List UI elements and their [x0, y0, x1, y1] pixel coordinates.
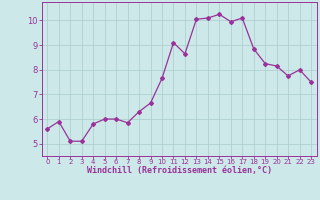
X-axis label: Windchill (Refroidissement éolien,°C): Windchill (Refroidissement éolien,°C): [87, 166, 272, 175]
